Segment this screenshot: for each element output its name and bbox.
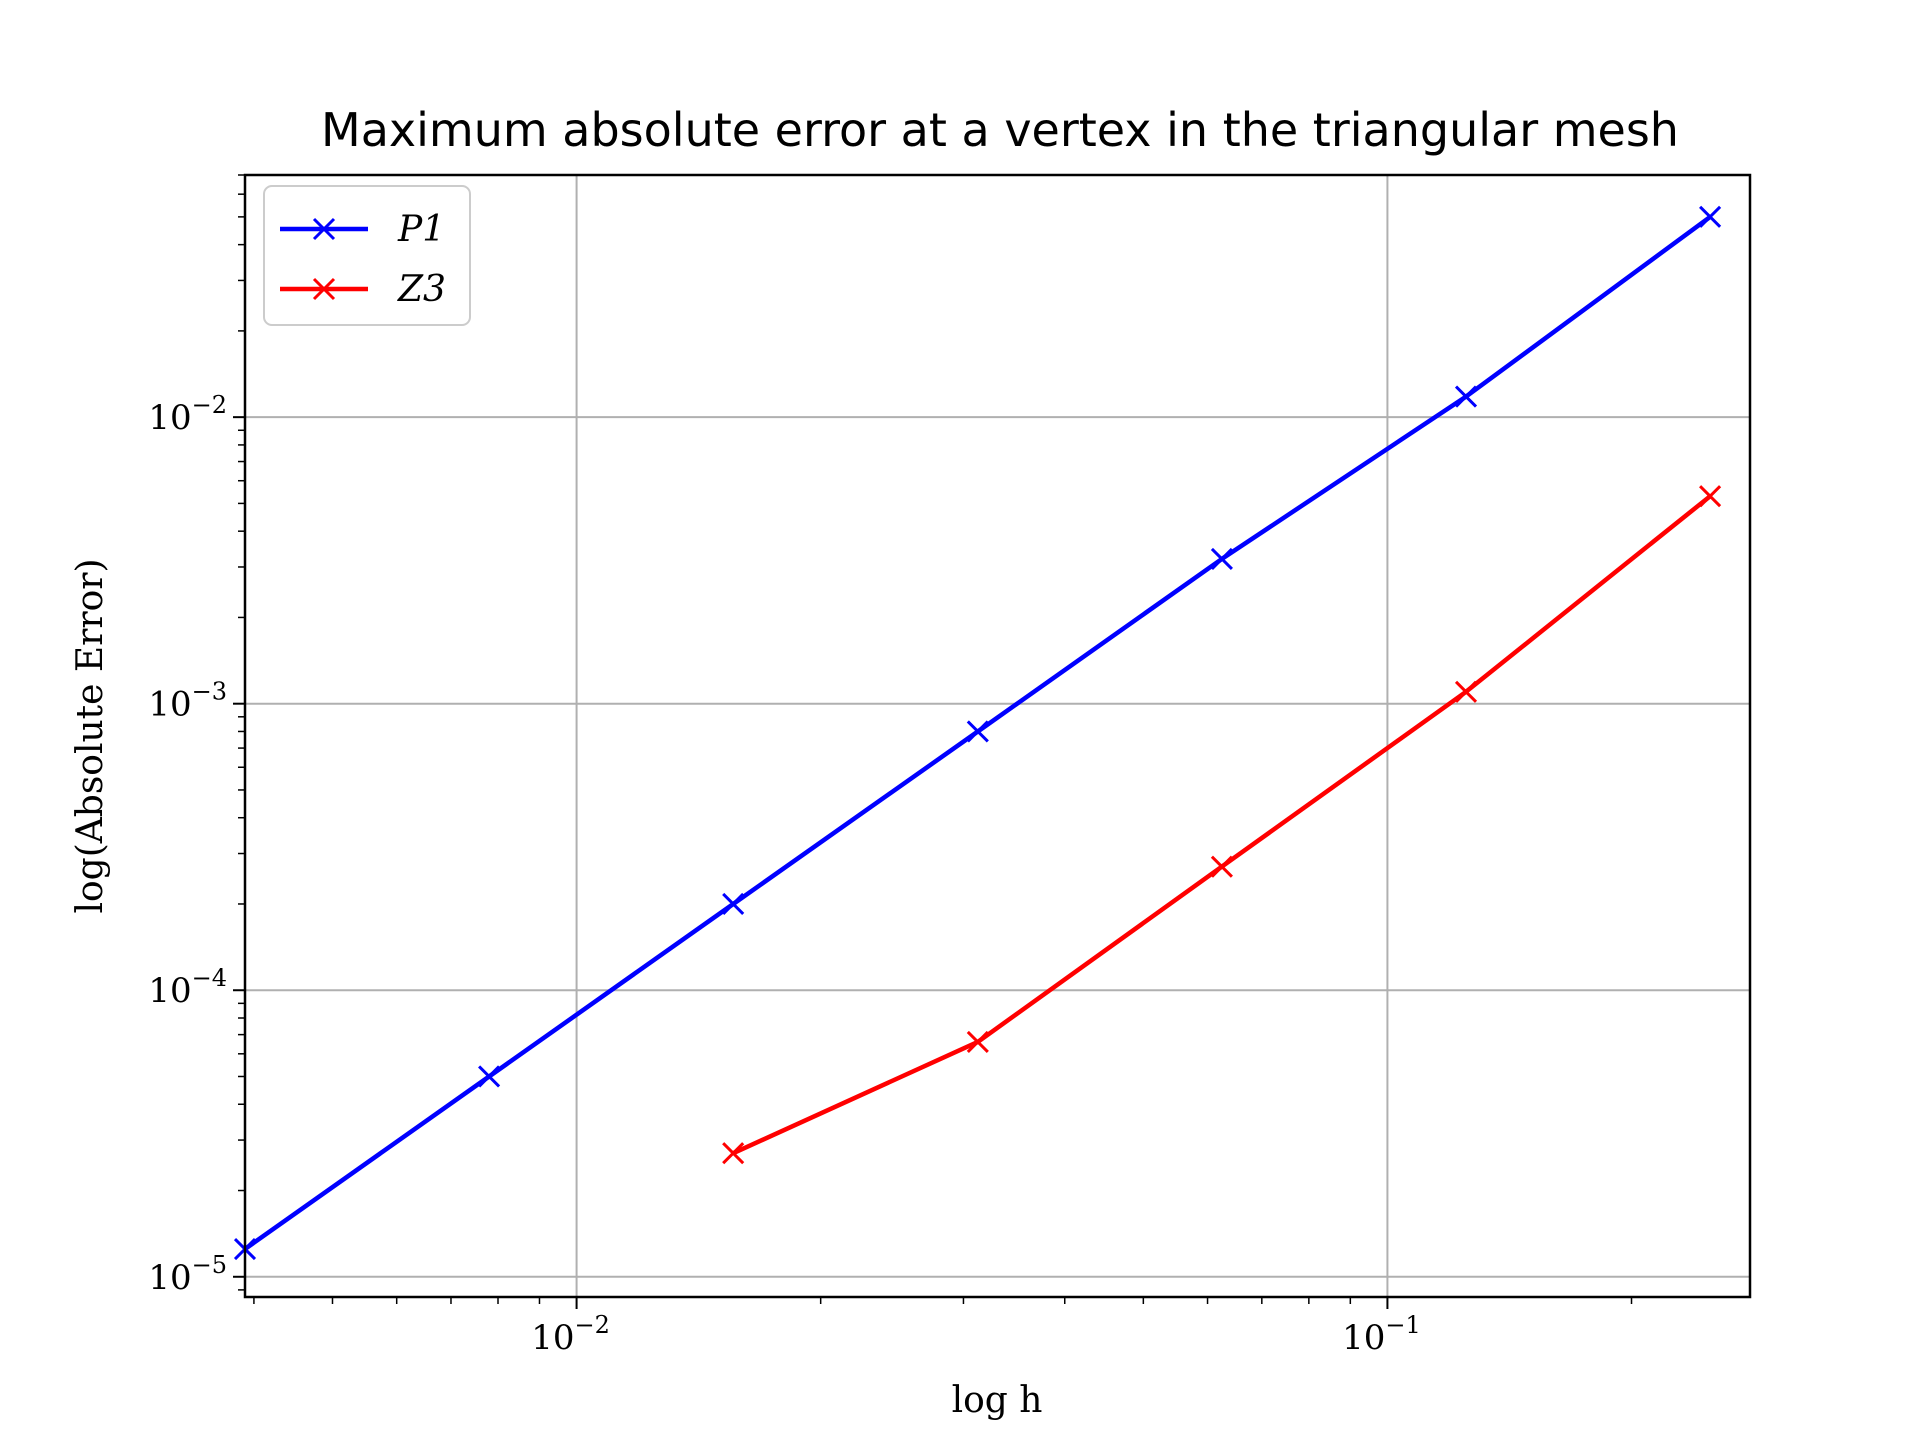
legend-label-z3: Z3 <box>397 269 446 310</box>
data-point-p1 <box>722 892 745 916</box>
data-point-z3 <box>1210 855 1233 878</box>
y-tick-label: 10−5 <box>148 1251 227 1298</box>
grid-lines <box>245 175 1750 1297</box>
data-point-p1 <box>1454 385 1478 408</box>
legend-marker-p1 <box>312 217 336 241</box>
series-lines <box>233 205 1722 1261</box>
data-point-z3 <box>722 1142 745 1165</box>
x-axis-label: log h <box>952 1380 1043 1421</box>
data-point-p1 <box>1699 205 1722 228</box>
data-point-z3 <box>1454 680 1478 703</box>
y-tick-label: 10−3 <box>148 678 227 725</box>
axis-ticks: 10−2 10−1 10−5 10−4 10−3 10−2 <box>148 174 1633 1358</box>
chart-title: Maximum absolute error at a vertex in th… <box>321 103 1679 157</box>
data-point-p1 <box>966 720 989 743</box>
plot-area-frame <box>243 173 1752 1299</box>
data-point-z3 <box>1699 485 1722 508</box>
data-point-p1 <box>1210 547 1233 571</box>
data-point-p1 <box>478 1065 501 1088</box>
x-tick-label: 10−2 <box>531 1311 610 1358</box>
y-tick-label: 10−2 <box>148 391 227 438</box>
x-tick-label: 10−1 <box>1342 1311 1421 1358</box>
y-tick-label: 10−4 <box>148 964 227 1011</box>
data-point-z3 <box>966 1030 989 1054</box>
legend-marker-z3 <box>312 277 336 301</box>
y-axis-label: log(Absolute Error) <box>70 558 111 913</box>
legend-label-p1: P1 <box>397 209 445 250</box>
